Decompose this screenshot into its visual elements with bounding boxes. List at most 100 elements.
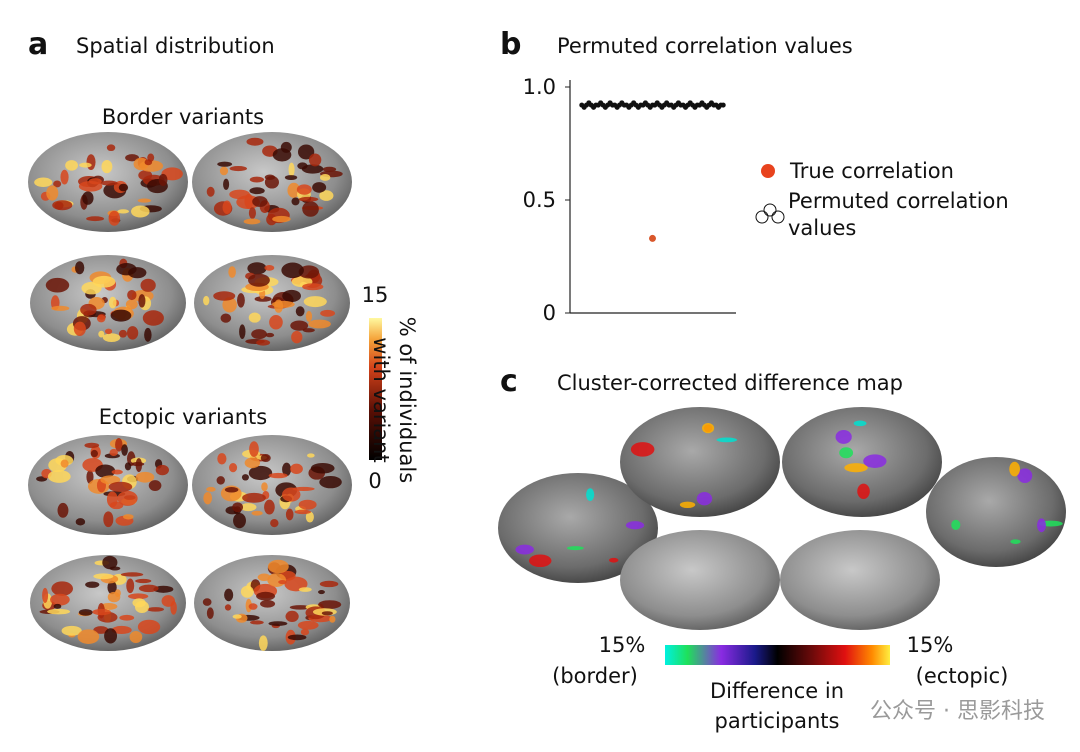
brain-blob — [144, 327, 152, 342]
brain-blob — [857, 483, 870, 499]
panel-letter: c — [500, 364, 518, 399]
brain-blob — [248, 273, 270, 287]
brain-blob — [135, 471, 155, 483]
brain-blob — [266, 213, 277, 226]
brain-blob — [54, 201, 64, 210]
brain — [780, 530, 940, 630]
brain-blob — [308, 153, 322, 167]
brain-blob — [290, 463, 303, 475]
brain-blob — [272, 148, 292, 162]
brain-blob — [131, 205, 150, 218]
brain-blob — [222, 200, 232, 215]
colorbar-label: Difference in — [710, 679, 844, 703]
brain-blob — [329, 615, 336, 623]
brain-blob — [303, 296, 327, 308]
brain-blob — [222, 297, 237, 313]
brain-blob — [47, 608, 71, 615]
brain-blob — [586, 488, 595, 502]
brain-blob — [104, 628, 118, 644]
brain-blob — [296, 184, 312, 195]
brain-blob — [267, 573, 287, 587]
brain-blob — [285, 610, 299, 623]
brain-blob — [310, 462, 335, 474]
brain-blob — [243, 218, 261, 225]
brain-blob — [291, 197, 300, 206]
brain-blob — [679, 501, 696, 509]
brain-blob — [122, 514, 134, 520]
brain-blob — [110, 309, 132, 322]
colorbar-label-box: % of individuals with variant — [369, 317, 419, 483]
brain-blob — [126, 578, 135, 594]
brain-blob — [298, 499, 317, 510]
brain-blob — [289, 605, 311, 610]
brain-blob — [625, 521, 645, 530]
brain-blob — [233, 512, 246, 529]
brain-blob — [102, 333, 121, 342]
brain-blob — [138, 294, 146, 308]
brain-blob — [839, 447, 854, 459]
brain-blob — [102, 555, 118, 570]
brain-blob — [298, 587, 312, 592]
colorbar-left-label: (border) — [552, 664, 638, 688]
brain-blob — [42, 587, 49, 603]
brain-blob — [249, 441, 259, 457]
colorbar-max: 15 — [362, 283, 389, 307]
colorbar-left: 15% — [599, 633, 646, 657]
y-tick-label: 0.5 — [523, 188, 556, 212]
brain-blob — [298, 265, 320, 279]
brain-blob — [305, 511, 314, 523]
brain-blob — [103, 511, 114, 528]
brain-blob — [308, 319, 331, 329]
brain — [782, 407, 942, 517]
brain-blob — [307, 453, 315, 458]
brain-blob — [53, 180, 62, 188]
brain-blob — [142, 310, 164, 326]
brain-blob — [249, 187, 265, 195]
brain-blob — [294, 509, 312, 515]
brain-blob — [261, 482, 268, 492]
brain-blob — [254, 296, 272, 302]
brain-blob — [117, 209, 130, 214]
brain-blob — [256, 591, 276, 601]
brain-blob — [137, 198, 152, 203]
brain-blob — [302, 283, 324, 291]
panel-title: Spatial distribution — [76, 34, 275, 58]
brain-blob — [1010, 539, 1021, 544]
brain-blob — [1009, 461, 1020, 477]
brain-blob — [853, 420, 867, 427]
brain-images — [28, 132, 1066, 651]
brain-blob — [116, 263, 137, 276]
brain-blob — [287, 634, 307, 641]
brain-blob — [96, 314, 106, 323]
brain-blob — [108, 481, 133, 492]
brain-blob — [155, 464, 170, 476]
brain-blob — [951, 519, 961, 531]
brain-blob — [318, 590, 325, 595]
colorbar-min: 0 — [368, 469, 381, 493]
brain-blob — [60, 459, 69, 468]
brain-blob — [305, 310, 313, 322]
brain-blob — [50, 593, 70, 606]
brain-blob — [285, 508, 294, 521]
brain-blob — [217, 453, 227, 465]
brain-blob — [100, 180, 118, 186]
brain — [620, 530, 780, 630]
brain-blob — [144, 159, 153, 166]
point — [649, 234, 656, 242]
brain-blob — [268, 472, 288, 479]
brain-blob — [240, 503, 257, 512]
brain-blob — [125, 299, 138, 310]
brain-blob — [47, 470, 71, 483]
brain-blob — [282, 289, 301, 302]
brain-blob — [73, 321, 86, 336]
brain-blob — [300, 628, 310, 636]
legend-marker — [771, 210, 785, 224]
brain-blob — [224, 604, 232, 611]
brain-blob — [115, 437, 123, 452]
brain-blob — [117, 490, 138, 506]
brain-blob — [302, 201, 319, 217]
brain-blob — [77, 629, 100, 644]
brain-blob — [284, 175, 298, 181]
brain-blob — [206, 186, 215, 197]
brain-blob — [216, 476, 225, 485]
